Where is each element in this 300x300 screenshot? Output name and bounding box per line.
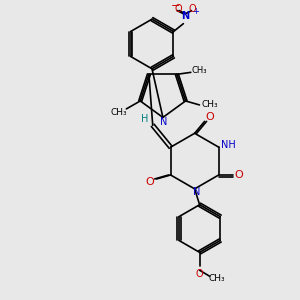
Text: NH: NH bbox=[221, 140, 236, 150]
Text: O: O bbox=[205, 112, 214, 122]
Text: CH₃: CH₃ bbox=[208, 274, 225, 283]
Text: CH₃: CH₃ bbox=[192, 66, 208, 75]
Text: O: O bbox=[234, 170, 243, 180]
Text: +: + bbox=[192, 7, 199, 16]
Text: N: N bbox=[160, 117, 168, 128]
Text: N: N bbox=[193, 187, 200, 197]
Text: H: H bbox=[141, 114, 148, 124]
Text: CH₃: CH₃ bbox=[110, 108, 127, 117]
Text: O: O bbox=[196, 269, 203, 279]
Text: O: O bbox=[188, 4, 196, 14]
Text: O: O bbox=[175, 4, 182, 14]
Text: O: O bbox=[146, 177, 154, 187]
Text: CH₃: CH₃ bbox=[201, 100, 218, 109]
Text: −: − bbox=[171, 1, 180, 11]
Text: N: N bbox=[181, 11, 189, 21]
